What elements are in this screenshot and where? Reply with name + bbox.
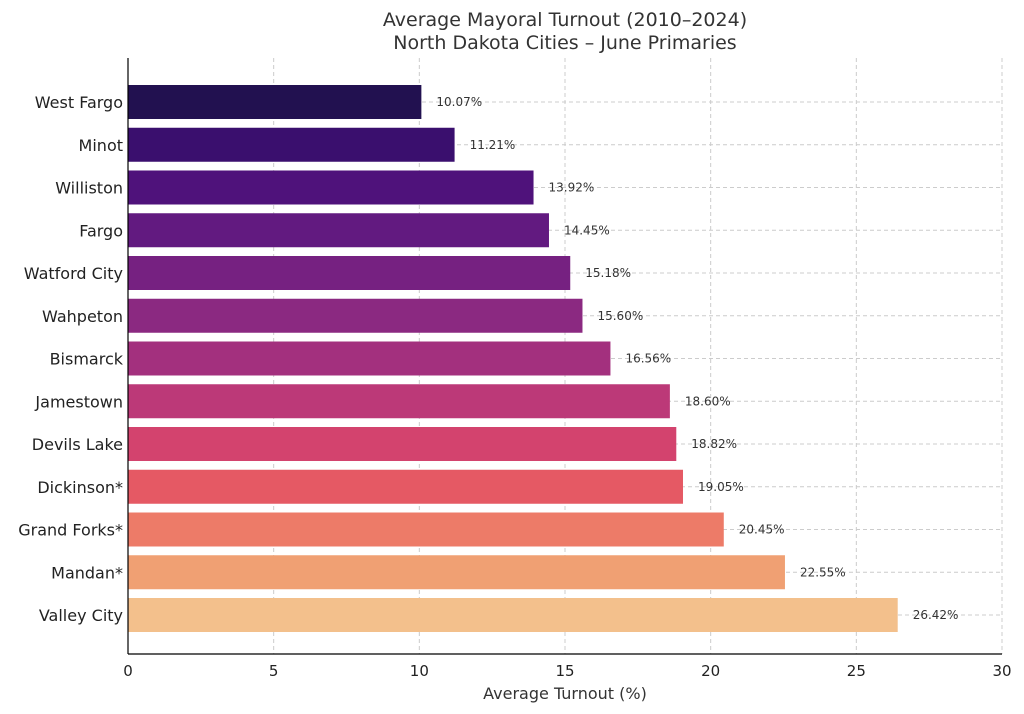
bar: [128, 127, 455, 162]
chart-title: Average Mayoral Turnout (2010–2024): [383, 9, 747, 31]
category-label: Jamestown: [34, 392, 123, 411]
category-label: West Fargo: [35, 93, 123, 112]
x-tick-label: 15: [555, 662, 574, 680]
bar: [128, 341, 611, 376]
bar: [128, 598, 898, 632]
x-axis-label: Average Turnout (%): [483, 684, 647, 703]
x-tick-label: 20: [701, 662, 720, 680]
data-label: 19.05%: [698, 480, 744, 494]
bar: [128, 384, 670, 419]
x-tick-label: 5: [269, 662, 279, 680]
bar: [128, 213, 549, 248]
bar: [128, 512, 724, 547]
data-label: 15.18%: [585, 266, 631, 280]
data-label: 10.07%: [436, 95, 482, 109]
x-tick-label: 10: [410, 662, 429, 680]
category-label: Wahpeton: [42, 307, 123, 326]
category-label: Devils Lake: [32, 435, 123, 454]
chart-subtitle: North Dakota Cities – June Primaries: [393, 32, 736, 54]
bar: [128, 427, 677, 461]
category-labels: West Fargo Minot Williston Fargo Watford Cit…: [18, 93, 124, 625]
category-label: Mandan*: [51, 563, 123, 582]
category-label: Grand Forks*: [18, 521, 123, 540]
bar: [128, 469, 683, 504]
bar: [128, 170, 534, 205]
data-label: 16.56%: [625, 352, 671, 366]
category-label: Valley City: [39, 606, 123, 625]
data-label: 14.45%: [564, 223, 610, 237]
bar: [128, 85, 422, 119]
data-label: 18.60%: [685, 394, 731, 408]
data-label: 26.42%: [913, 608, 959, 622]
bar: [128, 555, 785, 590]
data-label: 13.92%: [549, 181, 595, 195]
x-tick-label: 30: [992, 662, 1011, 680]
data-label: 11.21%: [470, 138, 516, 152]
x-tick-label: 25: [847, 662, 866, 680]
x-tick-labels: 0 5 10 15 20 25 30: [123, 662, 1011, 680]
bars: [128, 85, 898, 632]
x-tick-label: 0: [123, 662, 133, 680]
category-label: Bismarck: [50, 350, 124, 369]
category-label: Fargo: [79, 221, 123, 240]
bar: [128, 256, 571, 290]
data-labels: 10.07% 11.21% 13.92% 14.45% 15.18% 15.60% 16.5…: [436, 95, 958, 622]
category-label: Dickinson*: [37, 478, 123, 497]
data-label: 22.55%: [800, 565, 846, 579]
data-label: 20.45%: [739, 523, 785, 537]
category-label: Williston: [55, 179, 123, 198]
data-label: 18.82%: [691, 437, 737, 451]
bar: [128, 298, 583, 333]
category-label: Minot: [79, 136, 123, 155]
data-label: 15.60%: [597, 309, 643, 323]
category-label: Watford City: [24, 264, 123, 283]
